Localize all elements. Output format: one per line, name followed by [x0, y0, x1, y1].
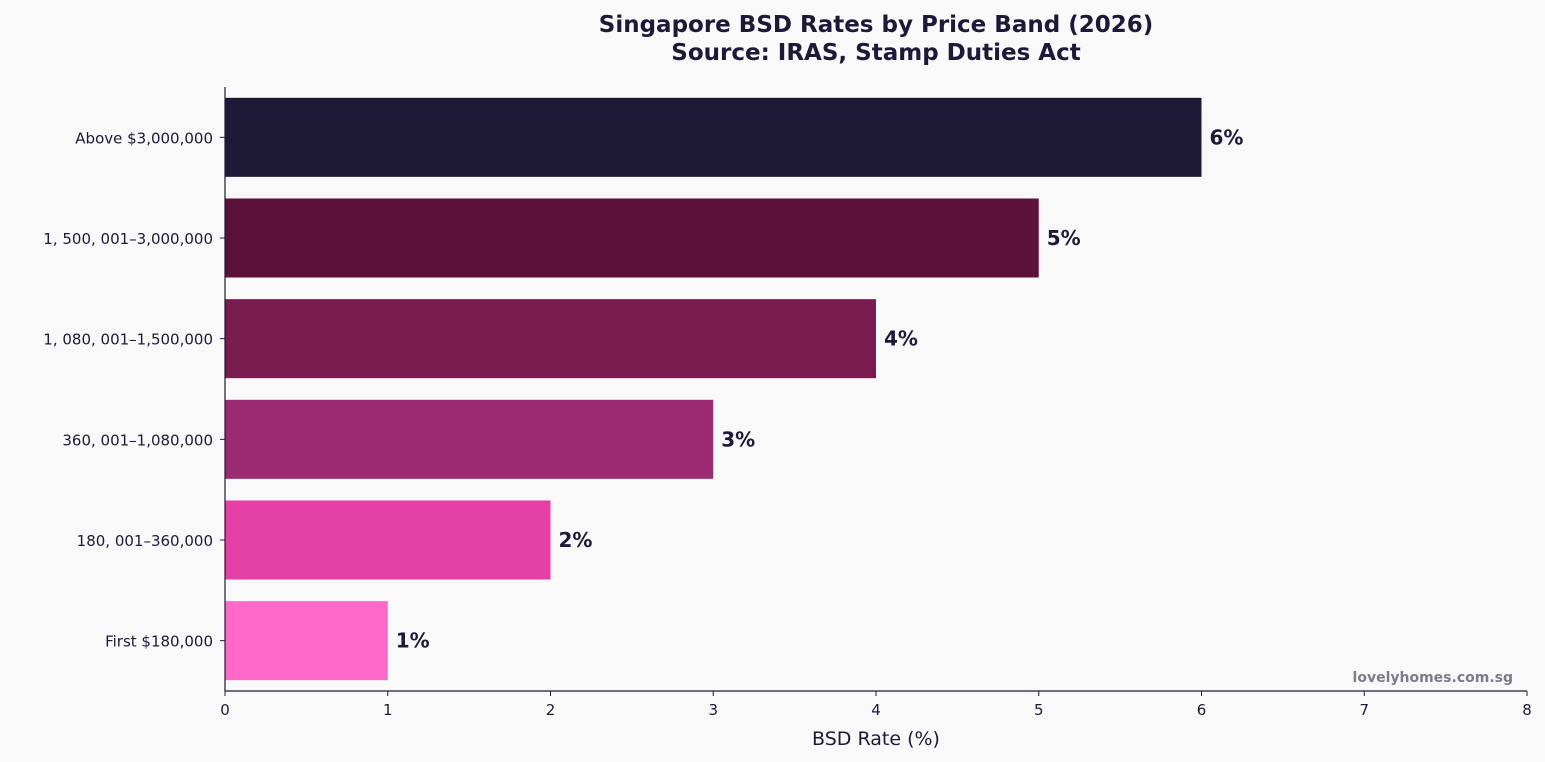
chart-title: Singapore BSD Rates by Price Band (2026): [599, 12, 1153, 38]
y-tick-label: 180, 001–360,000: [77, 532, 213, 550]
bar: [225, 399, 714, 479]
y-tick-label: 360, 001–1,080,000: [62, 431, 213, 449]
bar: [225, 500, 551, 580]
bar: [225, 601, 388, 681]
x-tick-label: 7: [1359, 701, 1369, 719]
x-tick-label: 5: [1034, 701, 1044, 719]
x-tick-label: 8: [1522, 701, 1532, 719]
x-tick-label: 6: [1197, 701, 1207, 719]
x-tick-label: 0: [220, 701, 230, 719]
bar-value-label: 2%: [559, 528, 593, 552]
bars-group: 1% 2% 3% 4% 5% 6%: [225, 97, 1244, 681]
y-tick-label: 1, 500, 001–3,000,000: [43, 230, 213, 248]
y-tick-label: First $180,000: [105, 633, 213, 651]
x-tick-label: 1: [383, 701, 393, 719]
bar: [225, 198, 1039, 278]
watermark: lovelyhomes.com.sg: [1353, 670, 1513, 686]
bar: [225, 299, 876, 379]
y-tick-label: Above $3,000,000: [75, 129, 213, 147]
bar-value-label: 1%: [396, 629, 430, 653]
bar-value-label: 6%: [1210, 125, 1244, 149]
y-tick-label: 1, 080, 001–1,500,000: [43, 331, 213, 349]
bar: [225, 97, 1202, 177]
x-tick-label: 3: [708, 701, 718, 719]
chart-subtitle: Source: IRAS, Stamp Duties Act: [671, 40, 1081, 66]
y-axis-ticks: First $180,000 180, 001–360,000 360, 001–1…: [43, 129, 225, 651]
bar-value-label: 5%: [1047, 226, 1081, 250]
bar-value-label: 3%: [721, 427, 755, 451]
x-axis-label: BSD Rate (%): [812, 728, 940, 750]
x-axis-ticks: 0 1 2 3 4 5 6 7 8: [220, 691, 1532, 719]
bar-value-label: 4%: [884, 327, 918, 351]
x-tick-label: 2: [546, 701, 556, 719]
x-tick-label: 4: [871, 701, 881, 719]
